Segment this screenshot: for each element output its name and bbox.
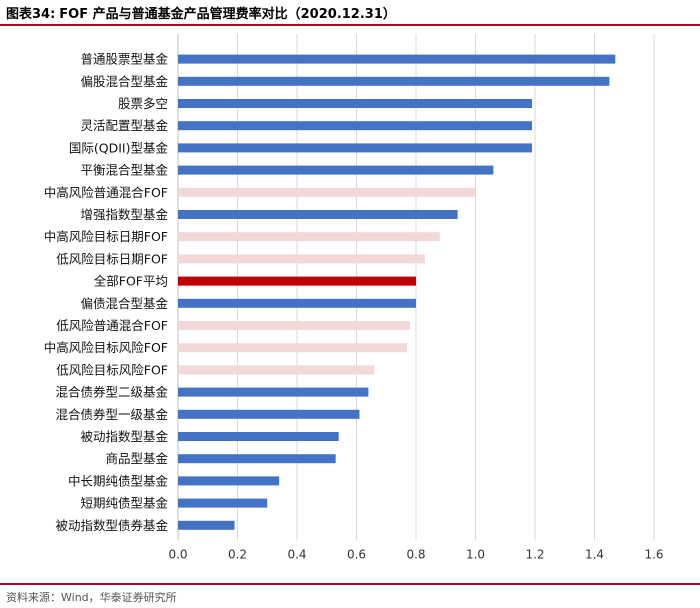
figure-label: 图表34: (6, 6, 56, 22)
bar-normal (178, 210, 458, 219)
category-label: 混合债券型一级基金 (55, 407, 168, 422)
x-tick-label: 1.6 (644, 547, 663, 561)
category-label: 被动指数型基金 (80, 429, 168, 444)
category-label: 混合债券型二级基金 (55, 385, 168, 400)
category-label: 全部FOF平均 (94, 274, 168, 289)
x-tick-label: 1.0 (466, 547, 485, 561)
category-label: 普通股票型基金 (80, 52, 168, 67)
bar-fof (178, 232, 440, 242)
category-label: 增强指数型基金 (80, 207, 168, 222)
bar-fof (178, 321, 411, 330)
x-tick-label: 0.4 (287, 547, 306, 561)
bar-normal (178, 165, 494, 175)
bar-normal (178, 54, 616, 64)
category-label: 短期纯债型基金 (80, 496, 168, 511)
bar-fof (178, 254, 425, 264)
bar-normal (178, 143, 533, 153)
bar-normal (178, 432, 339, 441)
category-label: 中高风险普通混合FOF (44, 185, 168, 200)
category-label: 平衡混合型基金 (80, 163, 168, 178)
category-label: 低风险普通混合FOF (56, 318, 168, 333)
x-tick-label: 1.2 (525, 547, 544, 561)
bar-chart: 0.0 0.2 0.4 0.6 0.8 1.0 1.2 1.4 1.6 普通股票型基金偏股混合型基… (44, 34, 664, 561)
footer-rule (0, 583, 700, 585)
category-label: 偏债混合型基金 (80, 296, 168, 311)
x-tick-label: 0.8 (406, 547, 425, 561)
bar-normal (178, 498, 268, 508)
bar-normal (178, 121, 533, 131)
bar-fof (178, 365, 375, 375)
category-label: 国际(QDII)型基金 (69, 140, 169, 155)
category-label: 中高风险目标风险FOF (44, 340, 168, 355)
bar-normal (178, 454, 336, 464)
bar-normal (178, 409, 360, 419)
header-rule (0, 24, 700, 26)
bar-normal (178, 476, 280, 486)
bar-normal (178, 298, 416, 308)
category-label: 低风险目标风险FOF (56, 362, 168, 377)
category-label: 中长期纯债型基金 (68, 473, 169, 488)
bar-normal (178, 520, 235, 530)
source-note: 资料来源：Wind，华泰证券研究所 (6, 591, 177, 604)
chart-header: 图表34: FOF 产品与普通基金产品管理费率对比（2020.12.31） (6, 2, 396, 22)
chart-title: FOF 产品与普通基金产品管理费率对比（2020.12.31） (59, 6, 396, 22)
bar-fof (178, 343, 408, 353)
category-label: 股票多空 (118, 96, 168, 111)
bar-fof (178, 187, 476, 197)
bar-normal (178, 76, 610, 86)
category-label: 偏股混合型基金 (80, 74, 168, 89)
category-label: 低风险目标日期FOF (56, 251, 168, 266)
category-label: 灵活配置型基金 (80, 118, 168, 133)
bar-average (178, 276, 416, 286)
x-tick-label: 0.6 (347, 547, 366, 561)
bar-normal (178, 99, 533, 108)
bar-normal (178, 387, 369, 397)
x-tick-label: 0.0 (168, 547, 187, 561)
category-label: 中高风险目标日期FOF (44, 229, 168, 244)
x-tick-label: 1.4 (585, 547, 604, 561)
x-tick-label: 0.2 (228, 547, 247, 561)
category-label: 商品型基金 (105, 451, 168, 466)
category-label: 被动指数型债券基金 (55, 518, 168, 533)
